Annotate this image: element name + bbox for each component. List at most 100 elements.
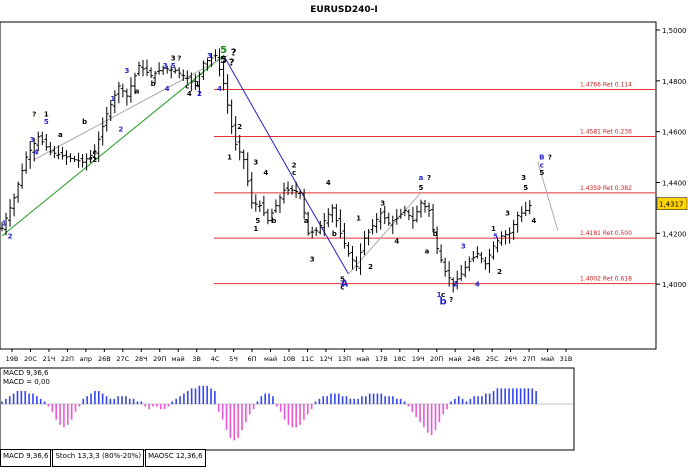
wave-label: 2 bbox=[197, 90, 202, 98]
wave-label: 4 bbox=[217, 85, 222, 93]
wave-label: 2 bbox=[292, 161, 297, 169]
wave-label: 4 bbox=[394, 238, 399, 246]
tab-stoch[interactable]: Stoch 13,3,3 (80%-20%) bbox=[52, 449, 145, 467]
x-tick-label: 18С bbox=[393, 355, 406, 363]
wave-label: 3 bbox=[521, 174, 526, 182]
x-tick-label: апр bbox=[80, 355, 92, 363]
chart-title: EURUSD240-I bbox=[310, 5, 378, 15]
wave-label: b bbox=[271, 217, 276, 225]
x-tick-label: 24В bbox=[467, 355, 480, 363]
wave-label: 4 bbox=[326, 179, 331, 187]
y-tick-label: 1,5000 bbox=[662, 27, 687, 35]
trendline bbox=[537, 162, 559, 231]
wave-label: 1 bbox=[253, 225, 258, 233]
wave-label: 3 bbox=[380, 199, 385, 207]
x-tick-label: 17В bbox=[375, 355, 388, 363]
wave-label: 5 bbox=[220, 55, 227, 66]
tab-maosc[interactable]: MAOSC 12,36,6 bbox=[145, 449, 206, 467]
wave-label: 3 bbox=[505, 210, 510, 218]
x-tick-label: 4С bbox=[211, 355, 220, 363]
wave-label: ? bbox=[89, 156, 93, 164]
x-tick-label: 27П bbox=[522, 355, 535, 363]
wave-label: b bbox=[82, 118, 87, 126]
wave-label: b bbox=[332, 230, 337, 238]
x-tick-label: 12Ч bbox=[320, 355, 333, 363]
fib-level-label: 1.4359 Ret 0.382 bbox=[580, 185, 632, 192]
wave-label: 5 bbox=[493, 232, 498, 240]
x-tick-label: 29П bbox=[153, 355, 166, 363]
wave-label: 5 bbox=[220, 45, 227, 56]
wave-label: a bbox=[425, 248, 430, 256]
x-tick-label: май bbox=[541, 355, 554, 363]
wave-label: c bbox=[185, 82, 189, 90]
x-tick-label: 10В bbox=[283, 355, 296, 363]
wave-label: a bbox=[58, 131, 63, 139]
current-price-box bbox=[656, 197, 688, 210]
wave-label: b bbox=[440, 297, 447, 308]
wave-label: 5 bbox=[255, 217, 260, 225]
y-tick-label: 1,4800 bbox=[662, 78, 687, 86]
current-price-label: 1,4317 bbox=[659, 201, 684, 209]
wave-label: 1 bbox=[356, 215, 361, 223]
wave-label: 3 bbox=[124, 67, 129, 75]
wave-label: 3 bbox=[253, 159, 258, 167]
wave-label: 2 bbox=[118, 126, 123, 134]
wave-label: a bbox=[135, 88, 140, 96]
wave-label: ? bbox=[229, 58, 235, 69]
trendline bbox=[223, 55, 301, 191]
wave-label: 2 bbox=[92, 156, 97, 164]
wave-label: 5 bbox=[523, 184, 528, 192]
x-tick-label: май bbox=[172, 355, 185, 363]
x-tick-label: 20С bbox=[24, 355, 37, 363]
y-tick-label: 1,4400 bbox=[662, 180, 687, 188]
fib-level-label: 1.4002 Ret 0.618 bbox=[580, 276, 632, 283]
wave-label: a bbox=[304, 217, 309, 225]
wave-label: ? bbox=[548, 154, 552, 162]
wave-label: 1 bbox=[44, 110, 49, 118]
x-tick-label: 27С bbox=[116, 355, 129, 363]
wave-label: 5 bbox=[539, 169, 544, 177]
x-tick-label: 22П bbox=[61, 355, 74, 363]
wave-label: ? bbox=[231, 47, 237, 58]
indicator-name: MACD 9,36,6 bbox=[3, 369, 49, 377]
wave-label: 5 bbox=[419, 184, 424, 192]
trendline bbox=[33, 54, 228, 161]
indicator-value: MACD = 0,00 bbox=[3, 378, 50, 386]
wave-label: ? bbox=[32, 110, 36, 118]
x-tick-label: май bbox=[264, 355, 277, 363]
wave-label: 4 bbox=[34, 149, 39, 157]
wave-label: 4 bbox=[475, 281, 480, 289]
wave-label: 4 bbox=[531, 217, 536, 225]
trendline bbox=[1, 55, 224, 237]
wave-label: 5 bbox=[44, 118, 49, 126]
tab-macd[interactable]: MACD 9,36,6 bbox=[0, 449, 52, 467]
x-tick-label: 3В bbox=[192, 355, 201, 363]
wave-label: ? bbox=[449, 296, 453, 304]
x-tick-label: 26Ч bbox=[504, 355, 517, 363]
wave-label: a bbox=[419, 174, 424, 182]
wave-label: 3 bbox=[171, 55, 176, 63]
wave-label: 2 bbox=[453, 281, 458, 289]
wave-label: 1 bbox=[2, 220, 7, 228]
wave-label: b bbox=[151, 80, 156, 88]
fib-level-label: 1.4766 Ret 0.114 bbox=[580, 81, 632, 88]
wave-label: 1 bbox=[437, 291, 442, 299]
x-tick-label: 20П bbox=[430, 355, 443, 363]
indicator-pane bbox=[0, 367, 575, 451]
wave-label: 2 bbox=[237, 123, 242, 131]
wave-label: 5 bbox=[340, 276, 345, 284]
x-tick-label: 26В bbox=[98, 355, 111, 363]
wave-label: 3 bbox=[207, 52, 212, 60]
wave-label: 4 bbox=[263, 169, 268, 177]
wave-label: 3 bbox=[310, 255, 315, 263]
y-tick-label: 1,4000 bbox=[662, 281, 687, 289]
x-tick-label: 13П bbox=[338, 355, 351, 363]
wave-label: 1 bbox=[227, 154, 232, 162]
main-pane bbox=[0, 21, 657, 350]
wave-label: c bbox=[340, 283, 344, 291]
x-tick-label: 6П bbox=[248, 355, 257, 363]
wave-label: ? bbox=[427, 174, 431, 182]
wave-label: B bbox=[539, 154, 544, 162]
y-tick-label: 1,4600 bbox=[662, 129, 687, 137]
